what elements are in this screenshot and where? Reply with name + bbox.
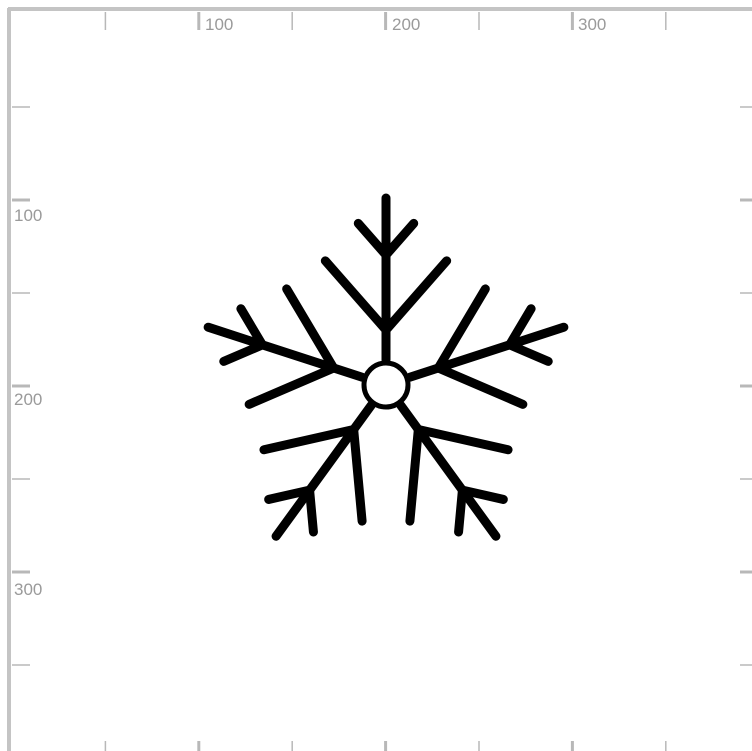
snowflake-center-ring <box>361 360 411 410</box>
y-ruler-ticks <box>12 106 752 666</box>
x-tick-label-300: 300 <box>578 15 606 34</box>
arm-outer-branch-2 <box>381 218 419 260</box>
arm-inner-branch-2 <box>282 284 339 373</box>
arm-inner-branch-1 <box>349 424 367 526</box>
arm-outer-branch-1 <box>353 218 391 260</box>
arm-inner-branch-2 <box>381 256 452 335</box>
x-tick-label-100: 100 <box>205 15 233 34</box>
arm-inner-branch-2 <box>405 424 423 526</box>
arm-inner-branch-1 <box>320 256 391 335</box>
arm-inner-branch-1 <box>244 363 339 409</box>
arm-spine <box>405 322 569 382</box>
y-tick-label-100: 100 <box>14 206 42 225</box>
snowflake-arm-5 <box>203 284 367 409</box>
snowflake-arm-2 <box>405 284 569 409</box>
arm-outer-branch-1 <box>305 485 318 537</box>
arm-outer-branch-2 <box>454 485 467 537</box>
y-ruler-labels: 100 200 300 <box>14 206 42 599</box>
y-tick-label-300: 300 <box>14 580 42 599</box>
arm-outer-branch-1 <box>219 340 267 366</box>
snowflake-arm-3 <box>396 400 513 541</box>
arm-inner-branch-2 <box>433 363 528 409</box>
arm-inner-branch-2 <box>259 424 359 455</box>
arm-spine <box>203 322 367 382</box>
snowflake-arm-1 <box>320 193 452 365</box>
arm-outer-branch-2 <box>505 340 553 366</box>
arm-outer-branch-2 <box>236 304 267 350</box>
arm-inner-branch-1 <box>433 284 490 373</box>
arm-outer-branch-1 <box>457 485 508 504</box>
y-tick-label-200: 200 <box>14 390 42 409</box>
arm-outer-branch-2 <box>264 485 315 504</box>
x-ruler-labels: 100 200 300 <box>205 15 606 34</box>
arm-inner-branch-1 <box>413 424 513 455</box>
snowflake-shape[interactable] <box>203 193 569 541</box>
x-ruler-ticks <box>104 12 667 751</box>
x-tick-label-200: 200 <box>392 15 420 34</box>
arm-outer-branch-1 <box>505 304 536 350</box>
snowflake-arm-4 <box>259 400 376 541</box>
